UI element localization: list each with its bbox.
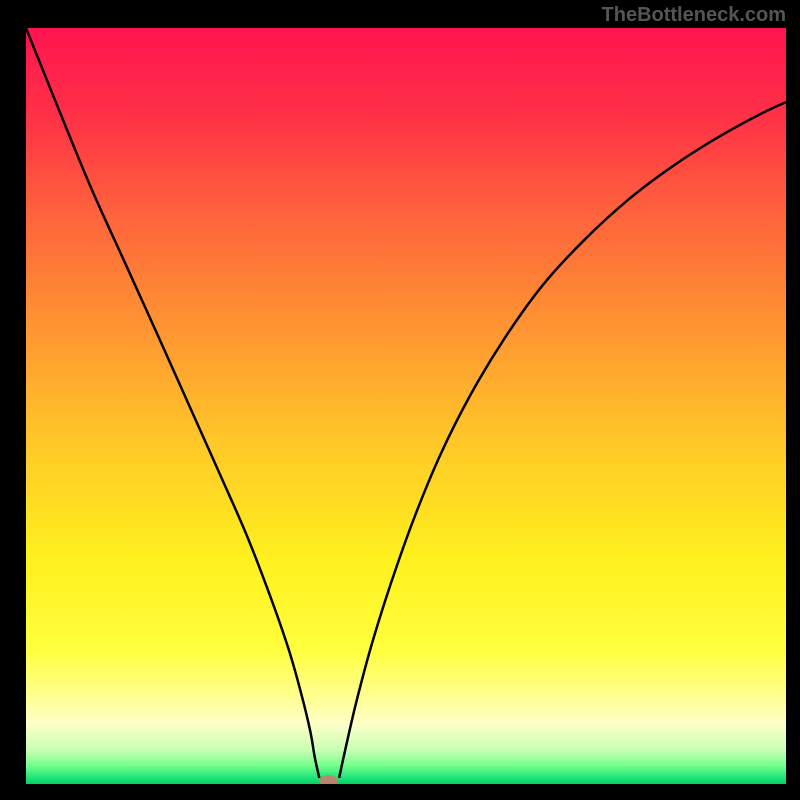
chart-container: TheBottleneck.com bbox=[0, 0, 800, 800]
watermark-text: TheBottleneck.com bbox=[602, 4, 786, 27]
plot-area bbox=[26, 28, 786, 784]
minimum-marker bbox=[319, 775, 337, 784]
curve-layer bbox=[26, 28, 786, 784]
curve-left-branch bbox=[26, 28, 319, 778]
curve-right-branch bbox=[339, 102, 786, 778]
